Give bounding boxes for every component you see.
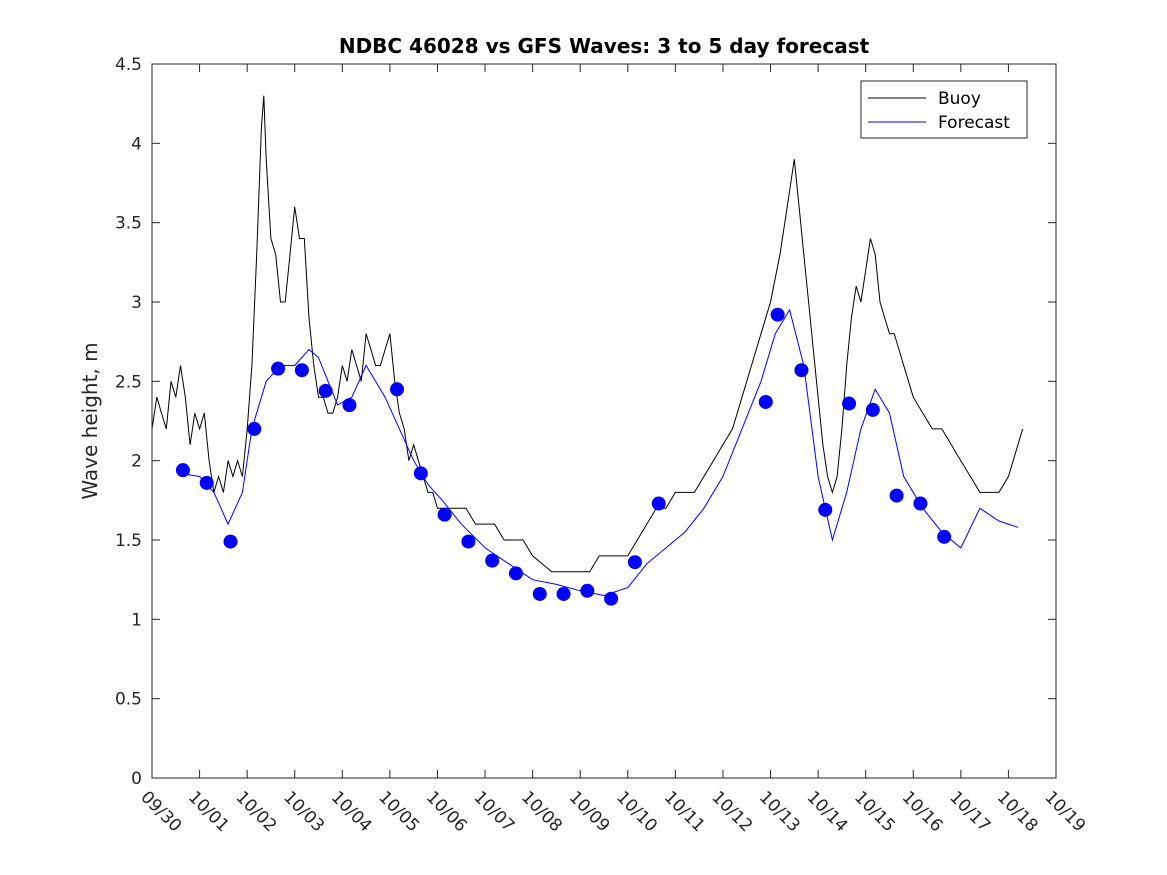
x-tick-label: 10/11 — [660, 787, 709, 836]
forecast-point — [651, 496, 666, 511]
x-tick-label: 10/07 — [470, 787, 519, 836]
forecast-point — [271, 361, 286, 376]
forecast-point — [865, 402, 880, 417]
forecast-point — [818, 502, 833, 517]
legend-forecast-label: Forecast — [938, 113, 1010, 133]
x-tick-label: 10/06 — [422, 787, 471, 836]
x-tick-label: 10/12 — [707, 787, 756, 836]
forecast-point — [627, 555, 642, 570]
x-tick-label: 10/18 — [993, 787, 1042, 836]
x-tick-label: 10/17 — [945, 787, 994, 836]
forecast-point — [485, 553, 500, 568]
forecast-point — [413, 466, 428, 481]
y-tick-label: 2.5 — [115, 372, 142, 392]
forecast-point — [913, 496, 928, 511]
forecast-points — [175, 307, 952, 606]
forecast-point — [199, 475, 214, 490]
legend: Buoy Forecast — [860, 80, 1028, 139]
x-tick-label: 10/09 — [565, 787, 614, 836]
forecast-point — [604, 591, 619, 606]
chart-title: NDBC 46028 vs GFS Waves: 3 to 5 day fore… — [339, 34, 870, 58]
forecast-point — [532, 586, 547, 601]
forecast-point — [461, 534, 476, 549]
y-tick-label: 4 — [131, 134, 142, 154]
forecast-point — [342, 398, 357, 413]
x-tick-label: 10/13 — [755, 787, 804, 836]
forecast-line — [180, 308, 1019, 597]
y-tick-label: 2 — [131, 452, 142, 472]
legend-buoy-label: Buoy — [938, 89, 981, 109]
forecast-point — [889, 488, 904, 503]
forecast-point — [223, 534, 238, 549]
forecast-point — [794, 363, 809, 378]
x-tick-label: 09/30 — [136, 787, 185, 836]
y-ticks: 0 0.5 1 1.5 2 2.5 3 3.5 4 4.5 — [115, 55, 1056, 789]
plot-area — [152, 64, 1056, 778]
forecast-point — [758, 394, 773, 409]
x-tick-label: 10/14 — [803, 787, 852, 836]
y-axis-label: Wave height, m — [78, 342, 102, 499]
y-tick-label: 1 — [131, 610, 142, 630]
x-tick-label: 10/15 — [850, 787, 899, 836]
forecast-point — [390, 382, 405, 397]
forecast-point — [175, 463, 190, 478]
buoy-series — [151, 95, 1024, 573]
forecast-point — [580, 583, 595, 598]
forecast-series — [180, 308, 1019, 597]
legend-box — [860, 80, 1028, 139]
x-tick-label: 10/16 — [898, 787, 947, 836]
forecast-point — [770, 307, 785, 322]
forecast-point — [318, 383, 333, 398]
forecast-point — [556, 586, 571, 601]
plot-border — [151, 63, 1057, 779]
y-tick-label: 0 — [131, 769, 142, 789]
buoy-line — [151, 95, 1024, 573]
y-tick-label: 3.5 — [115, 214, 142, 234]
forecast-point — [437, 507, 452, 522]
x-tick-label: 10/08 — [517, 787, 566, 836]
forecast-point — [294, 363, 309, 378]
forecast-point — [508, 566, 523, 581]
y-tick-label: 4.5 — [115, 55, 142, 75]
x-tick-label: 10/19 — [1040, 787, 1089, 836]
y-tick-label: 1.5 — [115, 531, 142, 551]
x-tick-label: 10/02 — [232, 787, 281, 836]
forecast-point — [937, 529, 952, 544]
x-tick-label: 10/04 — [327, 787, 376, 836]
y-tick-label: 0.5 — [115, 690, 142, 710]
x-tick-label: 10/10 — [612, 787, 661, 836]
forecast-point — [842, 396, 857, 411]
x-tick-label: 10/01 — [184, 787, 233, 836]
forecast-point — [247, 421, 262, 436]
y-tick-label: 3 — [131, 293, 142, 313]
x-tick-label: 10/05 — [374, 787, 423, 836]
x-tick-label: 10/03 — [279, 787, 328, 836]
